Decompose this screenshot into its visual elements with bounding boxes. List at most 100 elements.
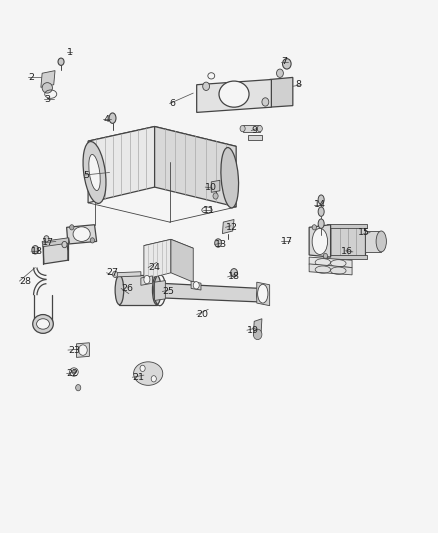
Ellipse shape [33, 314, 53, 333]
Polygon shape [248, 135, 262, 140]
Ellipse shape [76, 384, 81, 391]
Ellipse shape [219, 81, 249, 107]
Ellipse shape [32, 246, 39, 254]
Polygon shape [309, 257, 352, 268]
Text: 11: 11 [203, 206, 215, 215]
Ellipse shape [215, 239, 222, 247]
Text: 23: 23 [68, 345, 80, 354]
Text: 7: 7 [281, 57, 287, 66]
Ellipse shape [323, 254, 328, 259]
Polygon shape [67, 225, 97, 244]
Ellipse shape [155, 283, 164, 298]
Polygon shape [197, 79, 272, 112]
Text: 9: 9 [251, 126, 257, 135]
Polygon shape [88, 126, 155, 203]
Ellipse shape [276, 69, 283, 77]
Text: 20: 20 [197, 310, 208, 319]
Text: 8: 8 [295, 80, 301, 89]
Ellipse shape [115, 276, 124, 305]
Ellipse shape [79, 345, 87, 356]
Polygon shape [115, 272, 141, 277]
Text: 15: 15 [358, 228, 370, 237]
Ellipse shape [83, 142, 106, 204]
Polygon shape [309, 264, 352, 275]
Ellipse shape [253, 329, 262, 340]
Ellipse shape [221, 148, 239, 208]
Text: 12: 12 [226, 223, 237, 232]
Polygon shape [155, 280, 166, 301]
Text: 16: 16 [341, 247, 353, 256]
Text: 3: 3 [44, 95, 50, 104]
Text: 10: 10 [205, 183, 217, 191]
Ellipse shape [36, 319, 49, 329]
Polygon shape [43, 241, 68, 264]
Text: 18: 18 [228, 272, 240, 281]
Ellipse shape [230, 269, 237, 277]
Polygon shape [144, 239, 171, 280]
Text: 26: 26 [121, 284, 133, 293]
Ellipse shape [213, 193, 218, 199]
Ellipse shape [193, 281, 199, 289]
Text: 4: 4 [103, 115, 109, 124]
Text: 24: 24 [148, 263, 160, 272]
Ellipse shape [62, 241, 67, 248]
Ellipse shape [144, 276, 150, 284]
Text: 1: 1 [67, 48, 73, 57]
Text: 25: 25 [162, 287, 174, 296]
Polygon shape [141, 276, 152, 285]
Polygon shape [88, 126, 236, 162]
Text: 28: 28 [19, 277, 32, 286]
Text: 13: 13 [215, 240, 227, 249]
Ellipse shape [134, 362, 163, 385]
Polygon shape [191, 281, 201, 290]
Ellipse shape [312, 225, 316, 230]
Ellipse shape [318, 207, 324, 216]
Ellipse shape [152, 276, 161, 305]
Ellipse shape [73, 227, 90, 241]
Polygon shape [327, 255, 367, 259]
Text: 17: 17 [42, 238, 54, 247]
Text: 21: 21 [132, 373, 144, 382]
Ellipse shape [318, 219, 324, 228]
Text: 17: 17 [281, 237, 293, 246]
Ellipse shape [312, 228, 328, 254]
Text: 5: 5 [84, 171, 90, 180]
Text: 2: 2 [28, 73, 34, 82]
Polygon shape [171, 239, 193, 282]
Ellipse shape [262, 98, 269, 106]
Text: 22: 22 [67, 369, 78, 378]
Ellipse shape [376, 231, 386, 252]
Polygon shape [243, 125, 260, 132]
Ellipse shape [109, 113, 116, 123]
Ellipse shape [240, 125, 245, 132]
Ellipse shape [58, 58, 64, 66]
Ellipse shape [90, 238, 95, 243]
Ellipse shape [151, 376, 156, 382]
Polygon shape [211, 180, 220, 192]
Polygon shape [365, 231, 381, 252]
Polygon shape [309, 225, 331, 257]
Polygon shape [41, 71, 55, 87]
Ellipse shape [70, 225, 74, 230]
Ellipse shape [140, 365, 145, 372]
Ellipse shape [283, 59, 291, 69]
Ellipse shape [42, 83, 53, 93]
Polygon shape [270, 77, 293, 107]
Polygon shape [223, 220, 234, 233]
Polygon shape [42, 238, 70, 247]
Polygon shape [120, 276, 157, 305]
Ellipse shape [44, 236, 49, 242]
Ellipse shape [257, 288, 265, 302]
Polygon shape [257, 282, 270, 306]
Polygon shape [144, 239, 193, 255]
Polygon shape [253, 319, 262, 335]
Ellipse shape [72, 370, 76, 374]
Text: 14: 14 [314, 200, 326, 209]
Ellipse shape [257, 125, 262, 132]
Polygon shape [160, 283, 262, 302]
Ellipse shape [318, 195, 324, 204]
Polygon shape [77, 343, 89, 358]
Ellipse shape [258, 284, 268, 303]
Ellipse shape [203, 82, 209, 91]
Text: 18: 18 [31, 247, 43, 256]
